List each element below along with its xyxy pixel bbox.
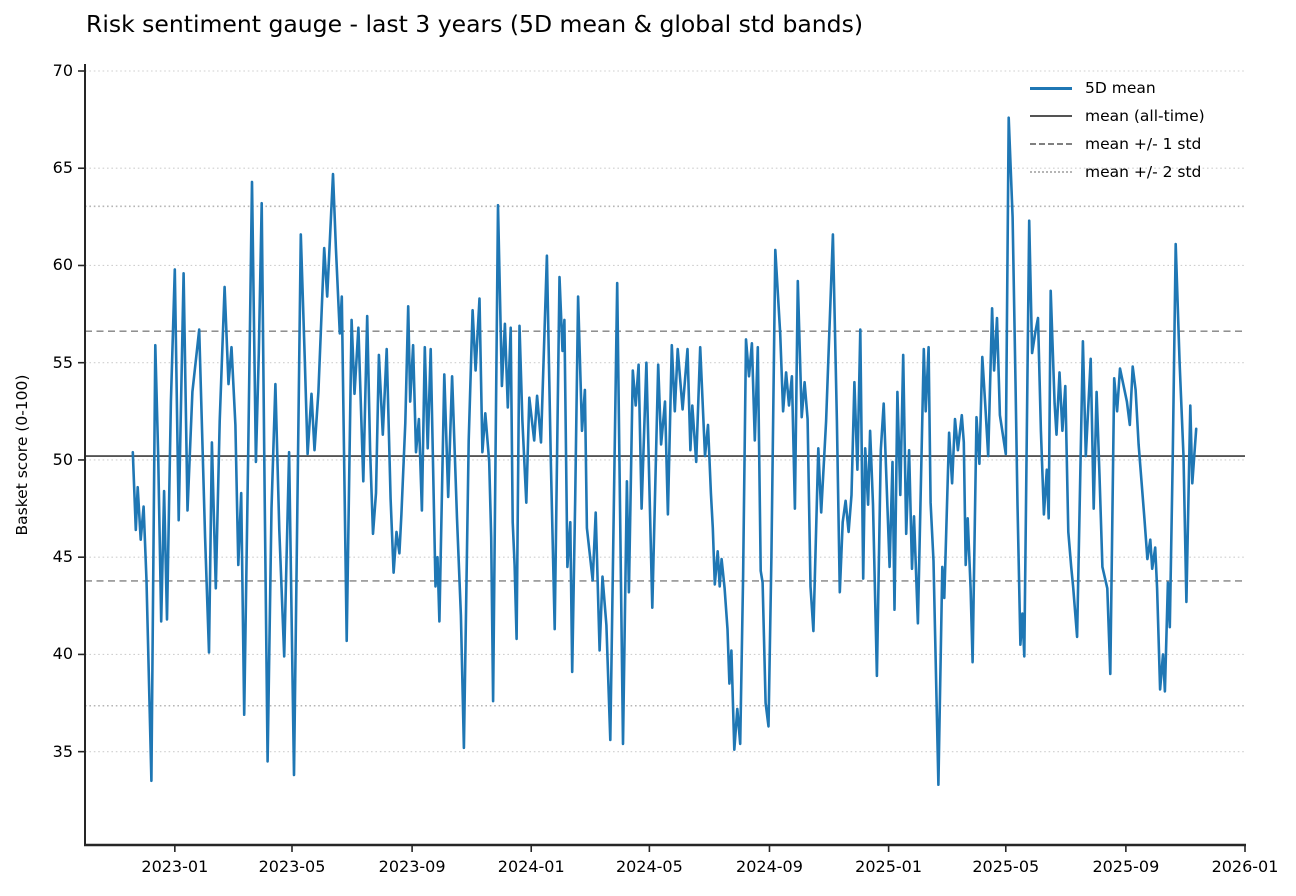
chart-title: Risk sentiment gauge - last 3 years (5D … bbox=[86, 10, 863, 38]
legend: 5D mean mean (all-time) mean +/- 1 std mean… bbox=[1030, 74, 1205, 186]
legend-line-swatch bbox=[1030, 143, 1072, 145]
legend-item-mean-+---1-std: mean +/- 1 std bbox=[1030, 130, 1205, 158]
legend-item-label: mean +/- 1 std bbox=[1085, 135, 1202, 153]
x-tick-label: 2024-01 bbox=[497, 857, 565, 876]
legend-item-label: mean +/- 2 std bbox=[1085, 163, 1202, 181]
x-tick-label: 2025-01 bbox=[855, 857, 923, 876]
y-tick-label: 65 bbox=[52, 158, 73, 178]
legend-line-swatch bbox=[1030, 115, 1072, 117]
y-tick-label: 35 bbox=[52, 741, 73, 761]
series-line-5d-mean bbox=[131, 116, 1198, 786]
x-tick-label: 2024-09 bbox=[736, 857, 803, 876]
y-tick-label: 60 bbox=[52, 255, 73, 275]
legend-line-swatch bbox=[1030, 86, 1072, 90]
y-tick-label: 45 bbox=[52, 547, 73, 567]
x-tick-label: 2025-09 bbox=[1092, 857, 1160, 876]
legend-item-5d-mean: 5D mean bbox=[1030, 74, 1205, 102]
y-tick-label: 55 bbox=[52, 352, 73, 372]
y-tick-label: 50 bbox=[52, 449, 73, 469]
x-tick-label: 2023-09 bbox=[378, 857, 446, 876]
x-tick-label: 2025-05 bbox=[972, 857, 1040, 876]
legend-item-label: 5D mean bbox=[1085, 79, 1156, 97]
x-tick-label: 2026-01 bbox=[1211, 857, 1279, 876]
legend-item-label: mean (all-time) bbox=[1085, 107, 1205, 125]
legend-item-mean-all-time-: mean (all-time) bbox=[1030, 102, 1205, 130]
legend-line-swatch bbox=[1030, 171, 1072, 173]
y-tick-label: 40 bbox=[52, 644, 73, 664]
legend-item-mean-+---2-std: mean +/- 2 std bbox=[1030, 158, 1205, 186]
x-tick-label: 2024-05 bbox=[615, 857, 683, 876]
x-tick-label: 2023-05 bbox=[258, 857, 326, 876]
x-tick-label: 2023-01 bbox=[141, 857, 209, 876]
y-tick-label: 70 bbox=[52, 61, 73, 80]
